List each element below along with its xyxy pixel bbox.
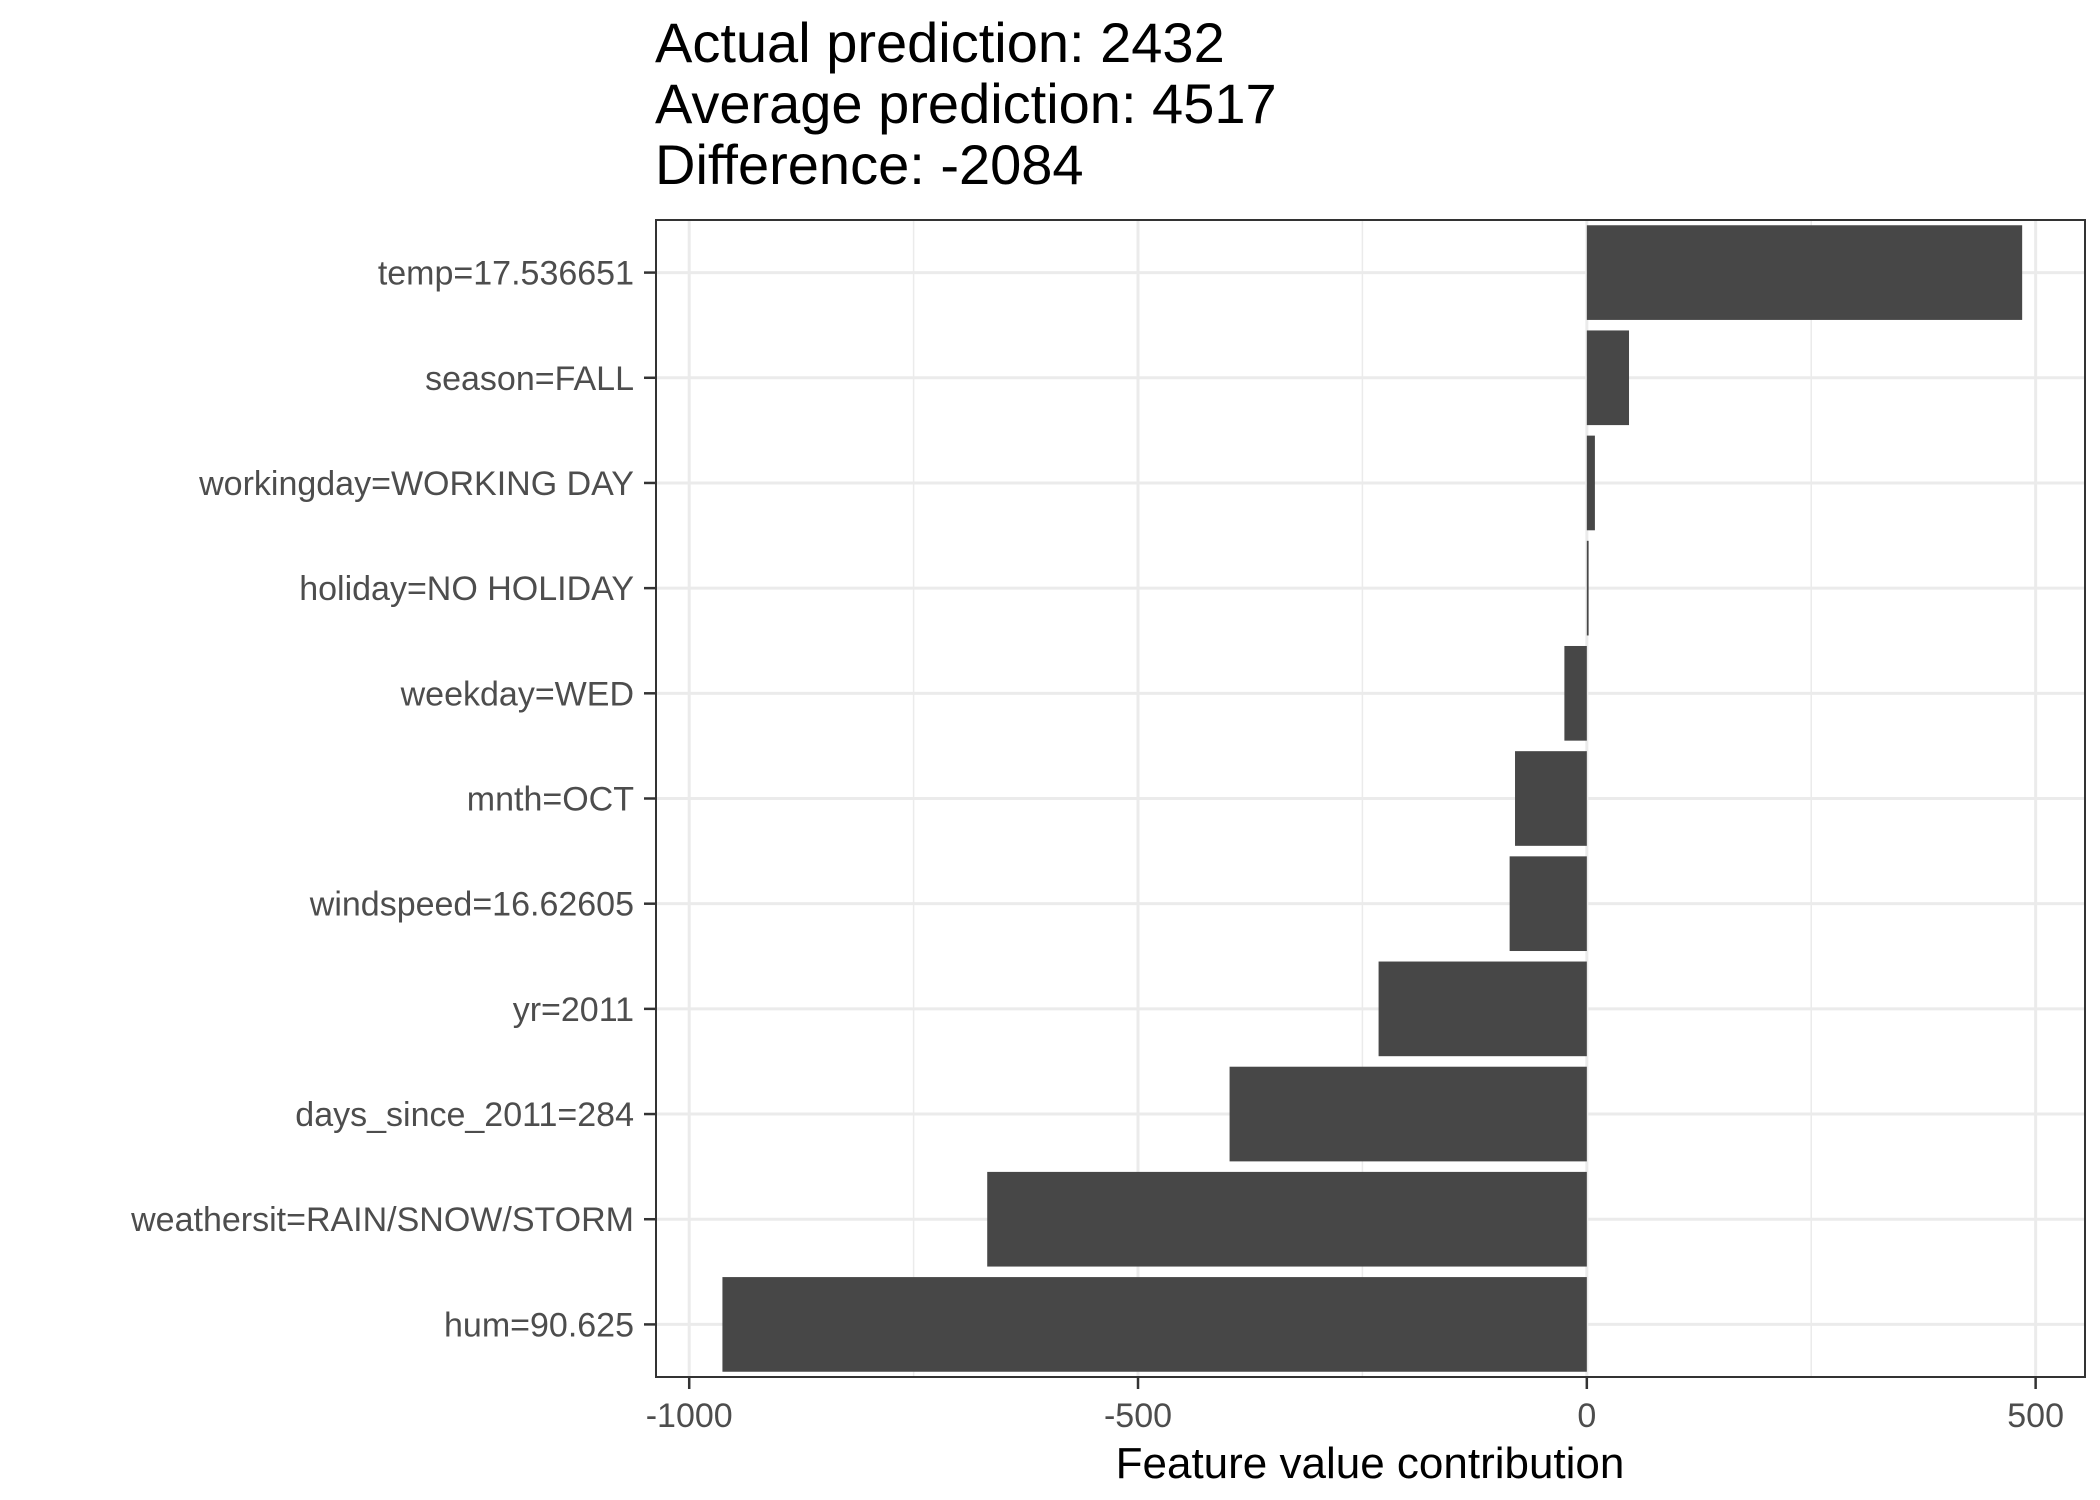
bar [1378, 961, 1587, 1057]
x-tick-label: -500 [1104, 1397, 1172, 1435]
y-tick-label: yr=2011 [513, 991, 634, 1029]
bar [1586, 330, 1630, 426]
bar [1509, 856, 1587, 952]
x-tick-label: 0 [1577, 1397, 1596, 1435]
y-tick-label: hum=90.625 [444, 1306, 634, 1344]
chart-title: Actual prediction: 2432 Average predicti… [655, 11, 1277, 196]
title-actual-prediction: Actual prediction: 2432 [655, 11, 1225, 74]
bar [987, 1171, 1587, 1267]
bars [722, 225, 2023, 1372]
title-average-prediction: Average prediction: 4517 [655, 72, 1277, 135]
y-tick-label: weekday=WED [400, 675, 634, 713]
bar [1229, 1066, 1587, 1162]
y-tick-label: weathersit=RAIN/SNOW/STORM [130, 1201, 634, 1239]
bar [1586, 540, 1589, 636]
bar [1515, 751, 1587, 846]
y-tick-label: season=FALL [425, 360, 634, 398]
y-tick-label: mnth=OCT [467, 781, 634, 819]
major-gridlines [656, 220, 2085, 1377]
y-tick-label: holiday=NO HOLIDAY [299, 570, 634, 608]
y-axis: temp=17.536651 season=FALL workingday=WORK… [130, 255, 656, 1344]
x-tick-label: -1000 [646, 1397, 733, 1435]
y-tick-label: days_since_2011=284 [295, 1096, 634, 1134]
bar [1586, 435, 1595, 531]
x-tick-label: 500 [2007, 1397, 2064, 1435]
x-axis: -1000 -500 0 500 [646, 1377, 2064, 1435]
bar [1564, 645, 1587, 741]
title-difference: Difference: -2084 [655, 133, 1084, 196]
bar [722, 1277, 1587, 1372]
y-tick-label: temp=17.536651 [378, 255, 634, 293]
y-tick-label: workingday=WORKING DAY [198, 465, 634, 503]
x-axis-title: Feature value contribution [1116, 1439, 1625, 1488]
y-tick-label: windspeed=16.62605 [309, 886, 634, 924]
bar [1586, 225, 2023, 320]
